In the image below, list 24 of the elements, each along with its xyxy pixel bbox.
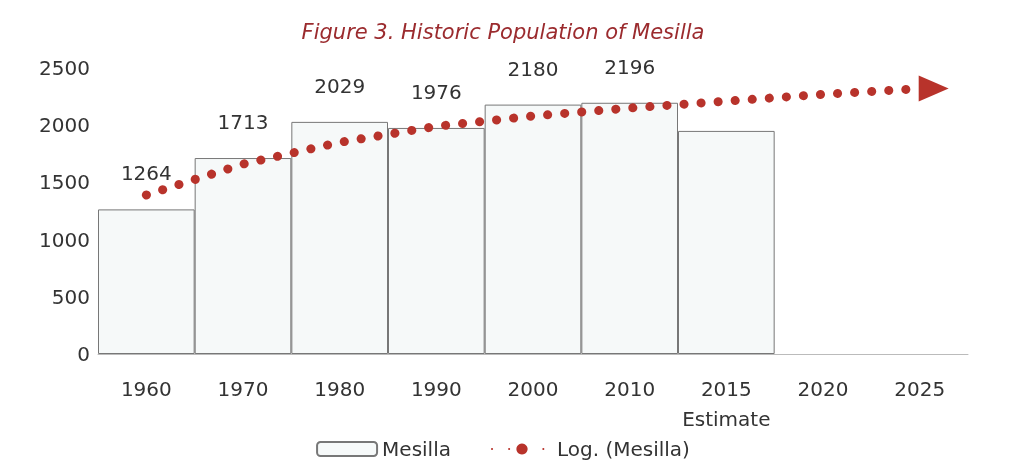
x-tick-label: 1960: [120, 377, 172, 401]
x-tick-label: 2015 Estimate: [682, 377, 771, 431]
x-tick-label: 2010: [604, 377, 656, 401]
y-tick-label: 500: [51, 284, 90, 309]
y-tick-label: 1000: [39, 227, 90, 252]
x-tick-label: 1980: [314, 377, 366, 401]
data-label: 1976: [410, 79, 462, 104]
chart-title: Figure 3. Historic Population of Mesilla: [301, 19, 705, 44]
legend-label: Log. (Mesilla): [556, 437, 690, 461]
x-tick-label: 2000: [507, 377, 559, 401]
data-label: 1713: [217, 110, 269, 135]
y-tick-label: 2500: [39, 56, 90, 80]
data-label: 2029: [314, 73, 366, 98]
y-tick-label: 0: [77, 342, 90, 366]
y-tick-label: 2000: [39, 113, 90, 138]
data-label: 2180: [507, 56, 559, 81]
x-tick-label: 2025: [894, 377, 946, 401]
data-label: 1264: [120, 161, 172, 186]
data-label: 2196: [604, 54, 656, 79]
x-tick-label: 1990: [410, 377, 462, 401]
y-tick-label: 1500: [39, 170, 90, 195]
legend-label: Mesilla: [382, 437, 451, 461]
x-tick-label: 2020: [797, 377, 849, 401]
x-tick-label: 1970: [217, 377, 269, 401]
